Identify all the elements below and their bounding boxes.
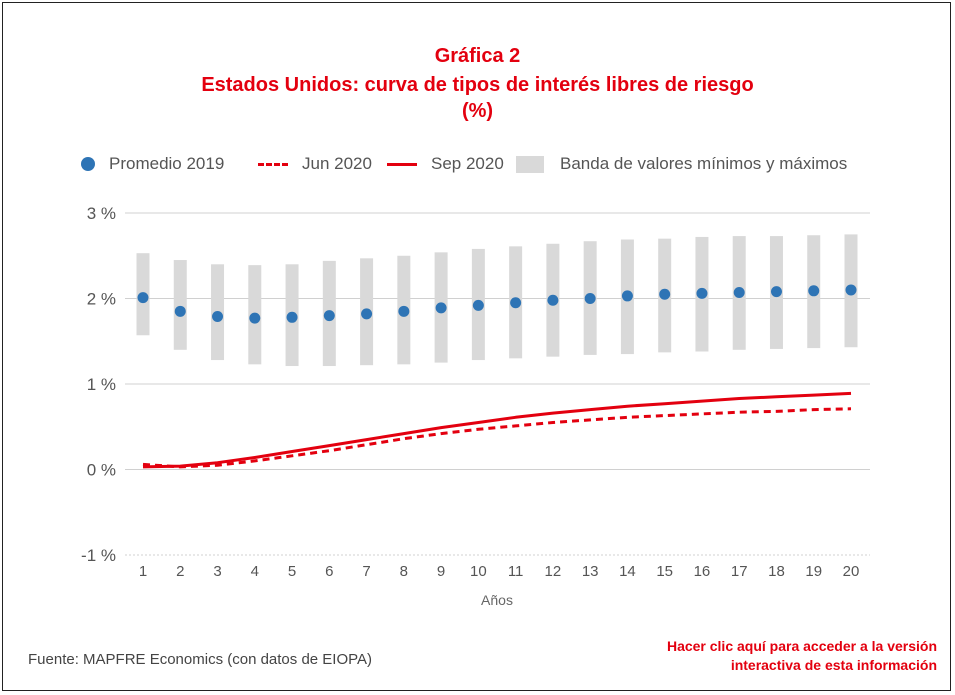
legend-item-promedio-2019: Promedio 2019 xyxy=(81,152,224,176)
data-point-promedio-2019 xyxy=(174,305,186,317)
legend-dot-marker xyxy=(81,157,95,171)
chart-unit: (%) xyxy=(461,100,494,122)
x-tick-label: 18 xyxy=(768,563,785,580)
interactive-version-link[interactable]: Hacer clic aquí para acceder a la versió… xyxy=(667,637,937,675)
data-point-promedio-2019 xyxy=(845,284,857,296)
y-tick-label: 0 % xyxy=(87,461,116,480)
x-tick-label: 17 xyxy=(731,563,748,580)
legend-item-sep-2020: Sep 2020 xyxy=(387,152,504,176)
data-point-promedio-2019 xyxy=(286,311,298,323)
chart-number: Gráfica 2 xyxy=(434,45,521,67)
legend-dashed-line-marker xyxy=(258,162,288,166)
data-point-promedio-2019 xyxy=(510,297,522,309)
y-tick-label: 2 % xyxy=(87,290,116,309)
x-tick-label: 10 xyxy=(470,563,487,580)
x-tick-label: 13 xyxy=(582,563,599,580)
legend-label: Jun 2020 xyxy=(302,154,372,173)
series-line-jun-2020 xyxy=(142,407,852,469)
data-point-promedio-2019 xyxy=(361,308,373,320)
link-text-line1: Hacer clic aquí para acceder a la versió… xyxy=(666,638,937,654)
x-tick-label: 8 xyxy=(400,563,408,580)
x-tick-label: 15 xyxy=(656,563,673,580)
data-point-promedio-2019 xyxy=(584,293,596,304)
data-point-promedio-2019 xyxy=(398,305,410,317)
data-point-promedio-2019 xyxy=(212,310,224,322)
y-tick-label: -1 % xyxy=(81,546,116,565)
legend-label: Banda de valores mínimos y máximos xyxy=(560,154,848,173)
x-axis-label: Años xyxy=(481,592,513,608)
legend-item-jun-2020: Jun 2020 xyxy=(258,152,372,176)
data-point-promedio-2019 xyxy=(808,285,820,297)
x-tick-label: 19 xyxy=(805,563,822,580)
chart-title: Estados Unidos: curva de tipos de interé… xyxy=(201,74,754,96)
band-bar xyxy=(173,260,187,350)
y-tick-label: 1 % xyxy=(87,375,116,394)
x-tick-label: 16 xyxy=(694,563,711,580)
data-point-promedio-2019 xyxy=(435,302,447,314)
data-point-promedio-2019 xyxy=(323,310,335,322)
x-tick-label: 6 xyxy=(325,563,333,580)
y-tick-label: 3 % xyxy=(87,204,116,223)
source-note: Fuente: MAPFRE Economics (con datos de E… xyxy=(28,651,373,668)
data-point-promedio-2019 xyxy=(770,286,782,298)
x-tick-label: 14 xyxy=(619,563,636,580)
link-text-line2: interactiva de esta información xyxy=(730,657,937,673)
x-tick-label: 9 xyxy=(437,563,445,580)
legend-solid-line-marker xyxy=(387,162,417,166)
data-point-promedio-2019 xyxy=(696,287,708,299)
series-line-sep-2020 xyxy=(142,391,852,469)
x-tick-label: 1 xyxy=(139,563,147,580)
legend-label: Sep 2020 xyxy=(431,154,504,173)
x-tick-label: 12 xyxy=(545,563,562,580)
data-point-promedio-2019 xyxy=(472,299,484,311)
legend-item-band: Banda de valores mínimos y máximos xyxy=(516,152,847,176)
x-tick-label: 20 xyxy=(843,563,860,580)
data-point-promedio-2019 xyxy=(659,288,671,300)
x-tick-label: 11 xyxy=(508,563,524,580)
data-point-promedio-2019 xyxy=(621,290,633,302)
data-point-promedio-2019 xyxy=(733,287,745,299)
x-tick-label: 2 xyxy=(176,563,184,580)
x-tick-label: 4 xyxy=(251,563,259,580)
x-tick-label: 3 xyxy=(213,563,221,580)
data-point-promedio-2019 xyxy=(137,292,149,304)
x-tick-label: 7 xyxy=(362,563,370,580)
data-point-promedio-2019 xyxy=(249,312,261,324)
x-tick-label: 5 xyxy=(288,563,296,580)
data-point-promedio-2019 xyxy=(547,294,559,306)
legend-label: Promedio 2019 xyxy=(109,154,225,173)
legend-band-marker xyxy=(516,155,544,173)
